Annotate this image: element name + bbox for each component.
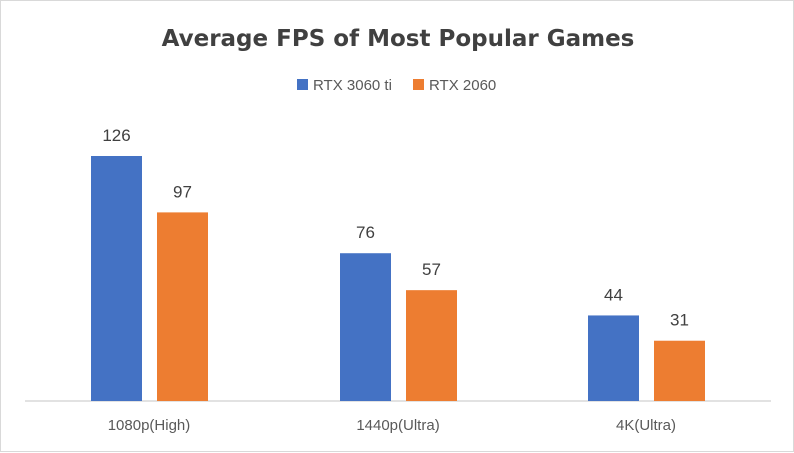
bar-0-1 (340, 253, 391, 401)
data-label-0-1: 76 (356, 223, 375, 242)
data-label-1-2: 31 (670, 311, 689, 330)
x-tick-label-2: 4K(Ultra) (616, 417, 676, 434)
data-label-1-0: 97 (173, 182, 192, 201)
chart-title: Average FPS of Most Popular Games (162, 26, 635, 52)
data-label-0-2: 44 (604, 285, 623, 304)
x-tick-label-1: 1440p(Ultra) (356, 417, 439, 434)
data-label-1-1: 57 (422, 260, 441, 279)
data-label-0-0: 126 (102, 126, 130, 145)
bar-0-2 (588, 315, 639, 401)
legend-label-1: RTX 2060 (429, 77, 496, 94)
x-tick-labels: 1080p(High) 1440p(Ultra) 4K(Ultra) (108, 417, 676, 434)
legend-swatch-1 (413, 79, 424, 90)
legend-swatch-0 (297, 79, 308, 90)
bar-0-0 (91, 156, 142, 401)
x-tick-label-0: 1080p(High) (108, 417, 191, 434)
bar-1-1 (406, 290, 457, 401)
legend: RTX 3060 ti RTX 2060 (297, 77, 496, 94)
bars: 126 97 76 57 44 31 (91, 126, 705, 401)
bar-1-2 (654, 340, 705, 401)
legend-label-0: RTX 3060 ti (313, 77, 392, 94)
bar-1-0 (157, 212, 208, 401)
